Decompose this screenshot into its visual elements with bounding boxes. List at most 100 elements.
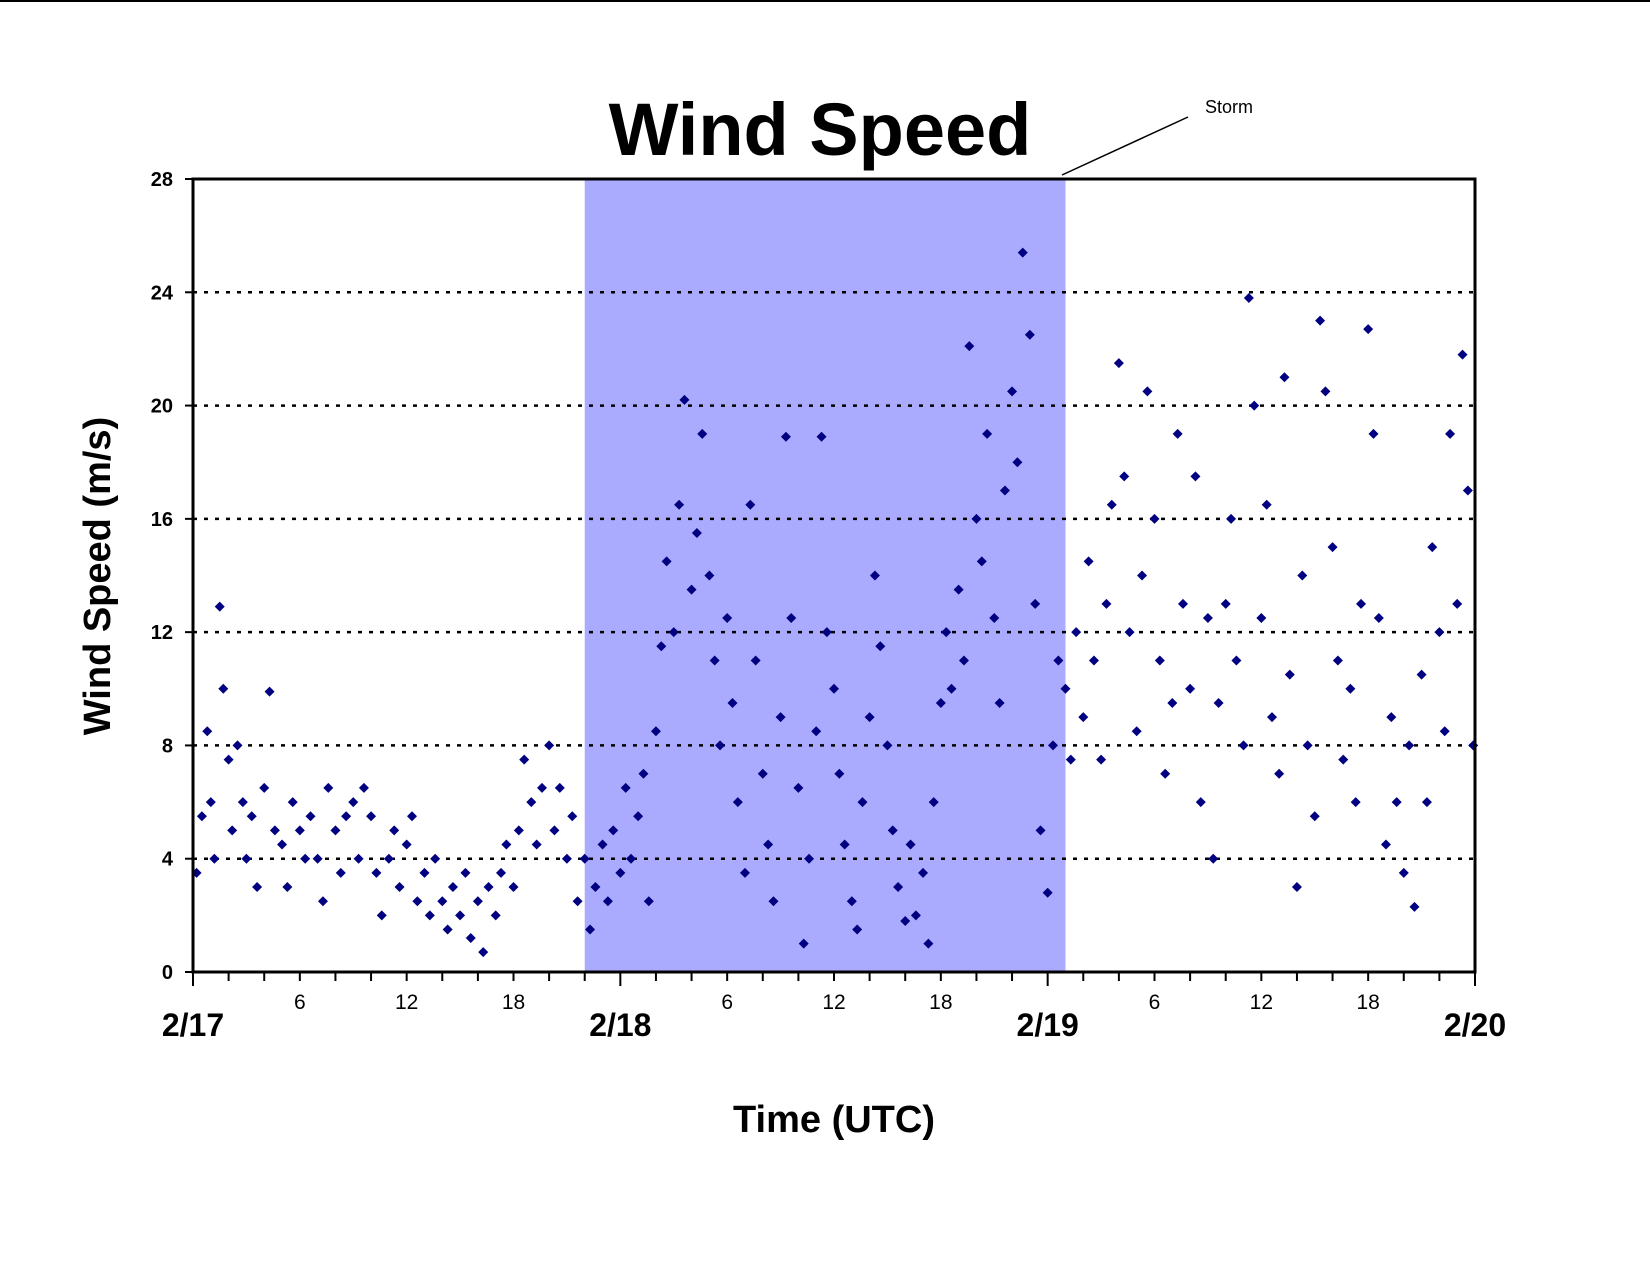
data-point — [1017, 247, 1028, 258]
data-point — [536, 782, 547, 793]
data-point — [585, 924, 596, 935]
y-tick-label: 0 — [162, 962, 173, 984]
data-point — [1124, 627, 1135, 638]
data-point — [1088, 655, 1099, 666]
data-point — [727, 697, 738, 708]
data-point — [768, 896, 779, 907]
data-point — [1274, 768, 1285, 779]
data-point — [1208, 853, 1219, 864]
data-point — [1356, 598, 1367, 609]
data-point — [1024, 329, 1035, 340]
data-point — [691, 528, 702, 539]
data-point — [679, 394, 690, 405]
x-axis-ticks: 6 12 18 6 12 18 6 12 18 2/17 2/18 2/19 2/20 — [162, 972, 1506, 1043]
data-point — [964, 341, 975, 352]
data-point — [775, 712, 786, 723]
data-point — [1083, 556, 1094, 567]
data-point — [232, 740, 243, 751]
x-day-tick-label: 2/20 — [1444, 1007, 1506, 1043]
y-tick-label: 20 — [151, 396, 173, 418]
x-day-tick-label: 2/17 — [162, 1007, 224, 1043]
data-point — [202, 726, 213, 737]
data-point — [633, 811, 644, 822]
data-point — [918, 867, 929, 878]
data-point — [383, 853, 394, 864]
data-point — [1226, 513, 1237, 524]
chart-title: Wind Speed — [609, 88, 1032, 171]
data-point — [745, 499, 756, 510]
data-point — [1167, 697, 1178, 708]
data-point — [941, 627, 952, 638]
data-point — [1267, 712, 1278, 723]
data-point — [1457, 349, 1468, 360]
data-point — [430, 853, 441, 864]
top-border-rule — [0, 0, 1650, 2]
data-point — [923, 938, 934, 949]
data-point — [834, 768, 845, 779]
data-point — [1434, 627, 1445, 638]
data-point — [1035, 825, 1046, 836]
data-point — [1060, 683, 1071, 694]
data-point — [608, 825, 619, 836]
data-point — [1291, 882, 1302, 893]
data-point — [376, 910, 387, 921]
x-hour-tick-label: 18 — [929, 991, 952, 1014]
data-point — [317, 896, 328, 907]
data-point — [205, 797, 216, 808]
data-point — [287, 797, 298, 808]
data-point — [447, 882, 458, 893]
x-hour-tick-label: 6 — [721, 991, 733, 1014]
data-point — [798, 938, 809, 949]
data-point — [1190, 471, 1201, 482]
data-point — [869, 570, 880, 581]
data-point — [1042, 887, 1053, 898]
data-point — [1439, 726, 1450, 737]
data-point — [1096, 754, 1107, 765]
data-point — [928, 797, 939, 808]
data-point — [572, 896, 583, 907]
data-point — [1261, 499, 1272, 510]
data-point — [496, 867, 507, 878]
data-point — [999, 485, 1010, 496]
data-point — [846, 896, 857, 907]
data-point — [1468, 740, 1479, 751]
data-point — [412, 896, 423, 907]
data-point — [1380, 839, 1391, 850]
data-point — [935, 697, 946, 708]
data-point — [1048, 740, 1059, 751]
data-point — [424, 910, 435, 921]
data-point — [531, 839, 542, 850]
data-point — [1149, 513, 1160, 524]
data-point — [1279, 372, 1290, 383]
data-point — [620, 782, 631, 793]
data-point — [839, 839, 850, 850]
data-point — [519, 754, 530, 765]
data-point — [976, 556, 987, 567]
data-point — [460, 867, 471, 878]
data-point — [508, 882, 519, 893]
data-point — [887, 825, 898, 836]
x-hour-tick-label: 18 — [502, 991, 525, 1014]
data-point — [882, 740, 893, 751]
data-point — [353, 853, 364, 864]
y-tick-label: 16 — [151, 509, 173, 531]
storm-annotation-leader — [1061, 116, 1189, 176]
data-point — [857, 797, 868, 808]
data-point — [366, 811, 377, 822]
data-point — [602, 896, 613, 907]
storm-shaded-region — [584, 179, 1066, 972]
data-point — [1315, 315, 1326, 326]
data-point — [1421, 797, 1432, 808]
y-tick-label: 28 — [151, 169, 173, 191]
data-point — [1012, 457, 1023, 468]
data-point — [442, 924, 453, 935]
data-point — [1202, 612, 1213, 623]
data-point — [1256, 612, 1267, 623]
data-point — [209, 853, 220, 864]
data-point — [513, 825, 524, 836]
data-point — [282, 882, 293, 893]
data-point — [1416, 669, 1427, 680]
y-tick-label: 12 — [151, 622, 173, 644]
data-point — [661, 556, 672, 567]
data-point — [1327, 542, 1338, 553]
